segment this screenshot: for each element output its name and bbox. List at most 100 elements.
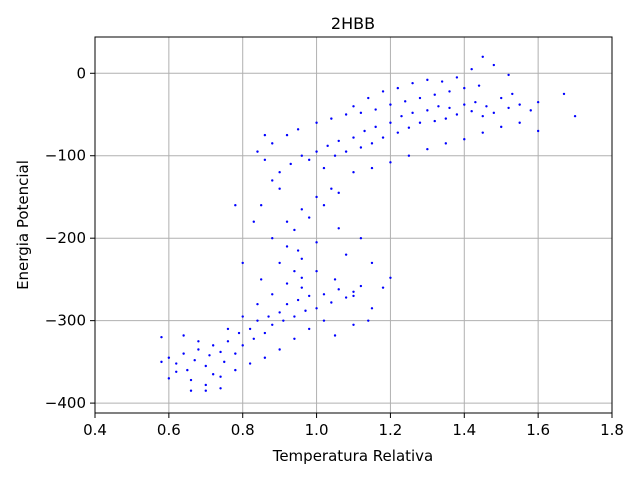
scatter-points: [160, 55, 577, 392]
data-point: [352, 136, 355, 139]
data-point: [507, 106, 510, 110]
data-point: [529, 109, 532, 112]
data-point: [285, 220, 289, 223]
data-point: [389, 121, 392, 124]
data-point: [407, 154, 411, 157]
data-point: [518, 121, 521, 124]
data-point: [337, 191, 340, 195]
data-point: [444, 117, 448, 120]
data-point: [492, 111, 496, 115]
data-point: [370, 142, 374, 145]
data-point: [337, 139, 340, 143]
data-point: [278, 187, 281, 190]
data-point: [256, 150, 259, 153]
data-point: [359, 236, 363, 240]
data-point: [234, 368, 237, 372]
data-point: [278, 171, 281, 174]
data-point: [330, 187, 333, 190]
data-point: [359, 146, 363, 149]
data-point: [370, 261, 374, 265]
data-point: [463, 138, 466, 141]
data-point: [433, 119, 436, 123]
data-point: [481, 114, 484, 118]
data-point: [492, 63, 496, 67]
data-point: [481, 131, 484, 134]
data-point: [223, 360, 226, 364]
data-point: [278, 311, 281, 314]
data-point: [433, 93, 436, 96]
data-point: [411, 81, 414, 85]
data-point: [322, 319, 326, 322]
data-point: [234, 352, 237, 355]
data-point: [248, 362, 252, 365]
x-tick-label: 1.6: [526, 421, 550, 439]
data-point: [293, 269, 296, 273]
data-point: [271, 179, 274, 182]
data-point: [389, 161, 392, 164]
data-point: [307, 158, 311, 162]
data-point: [175, 362, 178, 365]
data-point: [485, 105, 488, 108]
data-point: [304, 309, 307, 312]
data-point: [307, 216, 311, 219]
data-point: [407, 126, 411, 129]
data-point: [271, 293, 274, 296]
data-point: [315, 195, 318, 199]
x-tick-label: 0.6: [157, 421, 181, 439]
data-point: [426, 147, 429, 151]
chart-title: 2HBB: [331, 14, 375, 33]
data-point: [330, 301, 333, 304]
data-point: [440, 80, 444, 83]
data-point: [367, 319, 370, 322]
data-point: [389, 103, 392, 106]
data-point: [511, 92, 514, 96]
data-point: [374, 125, 377, 129]
data-point: [296, 249, 300, 252]
data-point: [352, 105, 355, 108]
data-point: [204, 364, 207, 368]
data-point: [259, 204, 263, 207]
data-point: [315, 307, 318, 310]
data-point: [219, 387, 222, 390]
y-tick-label: 0: [76, 64, 86, 82]
data-point: [293, 315, 296, 318]
data-point: [344, 296, 348, 299]
data-point: [322, 166, 326, 170]
data-point: [500, 125, 503, 129]
data-point: [189, 389, 193, 392]
data-point: [333, 278, 337, 281]
data-point: [470, 67, 473, 71]
x-tick-label: 0.8: [231, 421, 255, 439]
y-tick-label: −100: [45, 147, 86, 165]
data-point: [197, 348, 200, 351]
y-tick-label: −200: [45, 229, 86, 247]
data-point: [208, 354, 211, 357]
data-point: [237, 331, 241, 335]
data-point: [167, 356, 171, 359]
data-point: [193, 359, 196, 362]
data-point: [300, 276, 303, 279]
data-point: [160, 335, 163, 339]
data-point: [418, 121, 422, 124]
data-point: [252, 220, 255, 223]
data-point: [167, 377, 171, 380]
data-point: [241, 261, 244, 265]
data-point: [263, 158, 267, 162]
x-tick-label: 1.2: [378, 421, 402, 439]
data-point: [263, 133, 267, 137]
data-point: [381, 286, 385, 289]
data-point: [437, 105, 440, 108]
data-point: [271, 236, 274, 240]
data-point: [285, 133, 289, 137]
data-point: [307, 294, 311, 298]
data-point: [344, 253, 348, 256]
data-point: [226, 340, 230, 343]
data-point: [160, 360, 163, 364]
data-point: [352, 290, 355, 293]
data-point: [374, 108, 377, 111]
data-point: [300, 154, 303, 157]
data-point: [219, 350, 222, 354]
data-point: [573, 114, 577, 118]
data-point: [189, 378, 193, 382]
data-point: [389, 276, 392, 279]
